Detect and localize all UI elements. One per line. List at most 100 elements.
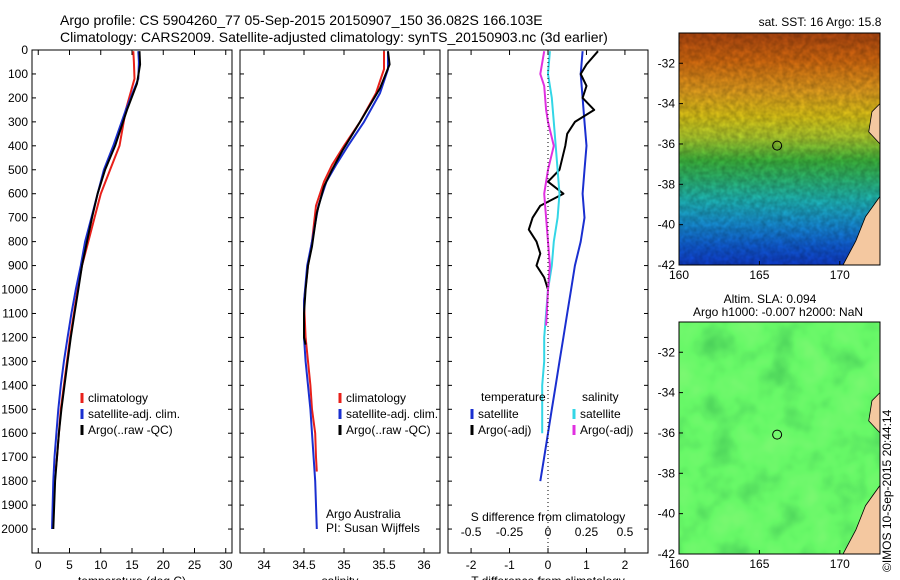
sst_map-xtick-label: 165 [749,268,769,282]
legend-title-temperature: temperature [481,390,546,404]
coast-north [868,103,880,145]
temperature-panel: 0 5 10 15 20 25 300100200300400500600700800900… [1,43,232,580]
diff-legend-entry: Argo(-adj) [580,423,633,437]
depth-tick-label: 1000 [1,283,28,297]
salinity-xtick-label: 34.5 [292,558,316,572]
sst_map-argo-marker [772,140,783,151]
sla_map-field [679,322,880,554]
sla-field [679,322,880,554]
coast-south [842,195,880,265]
sla-map-subtitle: Argo h1000: -0.007 h2000: NaN [693,305,863,319]
depth-tick-label: 200 [8,91,28,105]
depth-tick-label: 500 [8,163,28,177]
differences-xtick-label: 1 [583,558,590,572]
sla_map-ytick-label: -38 [658,466,676,480]
temp-legend-entry: Argo(..raw -QC) [88,423,173,437]
s-diff-tick-label: -0.5 [461,525,482,539]
sal-legend-entry: climatology [346,391,406,405]
depth-tick-label: 700 [8,211,28,225]
depth-tick-label: 1200 [1,330,28,344]
differences-xtick-label: -1 [504,558,515,572]
temperature-xtick-label: 10 [94,558,108,572]
salinity-frame [239,49,441,554]
depth-tick-label: 300 [8,115,28,129]
differences-series-0 [539,51,588,482]
temp-legend-entry: climatology [88,391,148,405]
sst_map-xtick-label: 170 [830,268,850,282]
depth-tick-label: 0 [21,43,28,57]
sst_map-ytick-label: -36 [658,137,676,151]
temperature-series-1 [51,51,140,530]
coast-south [842,484,880,554]
differences-xtick-label: 0 [545,558,552,572]
depth-tick-label: 1500 [1,402,28,416]
s-diff-tick-label: 0.25 [575,525,599,539]
sst_map-ytick-label: -32 [658,56,676,70]
depth-tick-label: 600 [8,187,28,201]
depth-tick-label: 400 [8,139,28,153]
s-diff-tick-label: -0.25 [496,525,524,539]
sla_map-panel: 160 165 170 -42 -40 -38 -36 -34 -32 Altim. SLA: 0… [658,292,881,571]
sst_map-panel: 160 165 170 -42 -40 -38 -36 -34 -32 sat. SST: 16 … [658,15,882,282]
sla_map-argo-marker [772,429,783,440]
depth-tick-label: 1100 [2,306,28,320]
diff-legend-entry: Argo(-adj) [478,423,531,437]
depth-tick-label: 1300 [1,354,28,368]
sla_map-ytick-label: -34 [658,386,676,400]
sst_map-ytick-label: -34 [658,97,676,111]
profile-title: Argo profile: CS 5904260_77 05-Sep-2015 … [60,12,543,28]
s-diff-label: S difference from climatology [471,510,626,524]
sla_map-ytick-label: -32 [658,345,676,359]
temperature-series-2 [52,51,142,530]
differences-panel: -2 -1 0 1 2 T difference from climatology -0.5… [447,49,649,580]
salinity-xlabel: salinity [322,574,359,580]
temperature-xtick-label: 25 [188,558,202,572]
salinity-xtick-label: 36 [417,558,431,572]
legend-title-salinity: salinity [582,390,619,404]
temp-legend-entry: satellite-adj. clim. [88,407,180,421]
sla_map-ytick-label: -42 [658,547,676,561]
temperature-xlabel: temperature (deg C) [78,574,186,580]
salinity-xtick-label: 34 [257,558,271,572]
depth-tick-label: 2000 [1,522,28,536]
sla_map-ytick-label: -36 [658,426,676,440]
salinity-series-2 [303,51,391,345]
differences-series-3 [539,51,555,326]
sla_map-ytick-label: -40 [658,507,676,521]
differences-xlabel: T difference from climatology [471,574,625,580]
differences-series-1 [527,50,599,290]
temperature-frame [31,49,233,554]
sla_map-xtick-label: 160 [669,557,689,571]
temperature-xtick-label: 5 [66,558,73,572]
temperature-xtick-label: 0 [35,558,42,572]
differences-series-2 [541,51,561,434]
sst_map-ytick-label: -38 [658,177,676,191]
depth-tick-label: 1600 [1,426,28,440]
sst-texture [679,33,880,265]
sla_map-xtick-label: 165 [749,557,769,571]
differences-xtick-label: -2 [466,558,477,572]
salinity-xtick-label: 35 [337,558,351,572]
salinity-xtick-label: 35.5 [372,558,396,572]
temperature-xtick-label: 20 [157,558,171,572]
sst_map-field [679,33,880,265]
s-diff-tick-label: 0 [545,525,552,539]
sla_map-frame [678,321,881,555]
coast-north [868,392,880,434]
salinity-panel: 34 34.5 35 35.5 36 salinity climatology satelli… [239,49,441,580]
pi-label: PI: Susan Wijffels [326,521,420,535]
temperature-xtick-label: 30 [219,558,233,572]
depth-tick-label: 1900 [1,498,28,512]
diff-legend-entry: satellite [478,407,519,421]
sal-legend-entry: Argo(..raw -QC) [346,423,431,437]
sst_map-ytick-label: -42 [658,258,676,272]
s-diff-tick-label: 0.5 [617,525,634,539]
sst-map-title: sat. SST: 16 Argo: 15.8 [759,15,882,29]
depth-tick-label: 900 [8,259,28,273]
differences-xtick-label: 2 [622,558,629,572]
depth-tick-label: 1400 [1,378,28,392]
institution-label: Argo Australia [326,507,401,521]
sst_map-xtick-label: 160 [669,268,689,282]
diff-legend-entry: satellite [580,407,621,421]
